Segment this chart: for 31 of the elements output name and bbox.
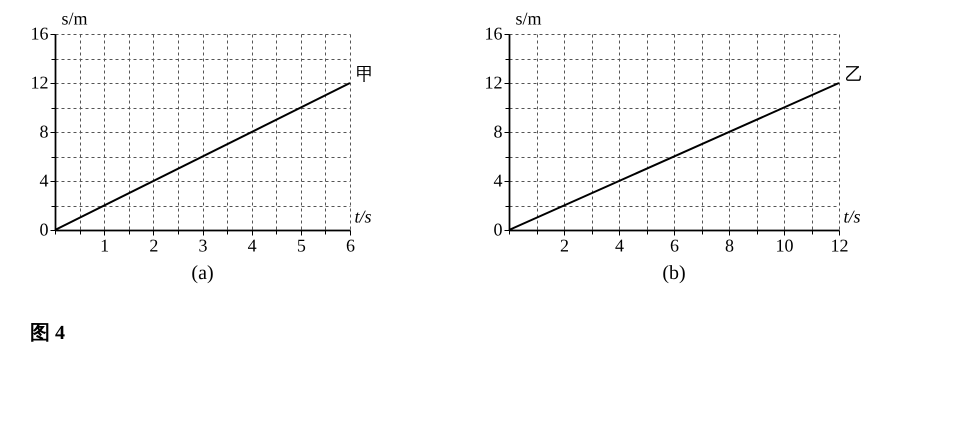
x-tick-label: 8: [725, 236, 734, 256]
text: (a): [191, 262, 214, 284]
caption: 图 4: [30, 322, 65, 344]
x-axis-title: t/s: [844, 206, 861, 226]
y-tick-label: 12: [30, 72, 48, 92]
x-axis-title: t/s: [354, 206, 372, 226]
y-tick-label: 16: [484, 24, 502, 44]
x-tick-label: 6: [346, 236, 355, 256]
y-tick-label: 0: [494, 220, 502, 240]
x-tick-label: 2: [149, 236, 158, 256]
x-tick-label: 1: [100, 236, 110, 256]
text: (b): [662, 262, 686, 284]
y-tick-label: 16: [30, 24, 48, 44]
x-tick-label: 4: [248, 236, 257, 256]
x-tick-label: 5: [296, 236, 306, 256]
y-tick-label: 12: [484, 72, 502, 92]
series-label: 甲: [356, 64, 374, 84]
y-tick-label: 4: [494, 170, 502, 190]
y-tick-label: 8: [40, 122, 48, 142]
y-axis-title: s/m: [62, 8, 88, 28]
x-tick-label: 6: [670, 236, 679, 256]
x-tick-label: 2: [560, 236, 569, 256]
y-tick-label: 8: [494, 122, 502, 142]
x-tick-label: 4: [615, 236, 624, 256]
x-tick-label: 12: [830, 236, 848, 256]
y-tick-label: 4: [40, 170, 48, 190]
x-tick-label: 10: [776, 236, 794, 256]
x-tick-label: 3: [198, 236, 208, 256]
y-tick-label: 0: [40, 220, 48, 240]
y-axis-title: s/m: [516, 8, 542, 28]
series-label: 乙: [845, 64, 863, 84]
